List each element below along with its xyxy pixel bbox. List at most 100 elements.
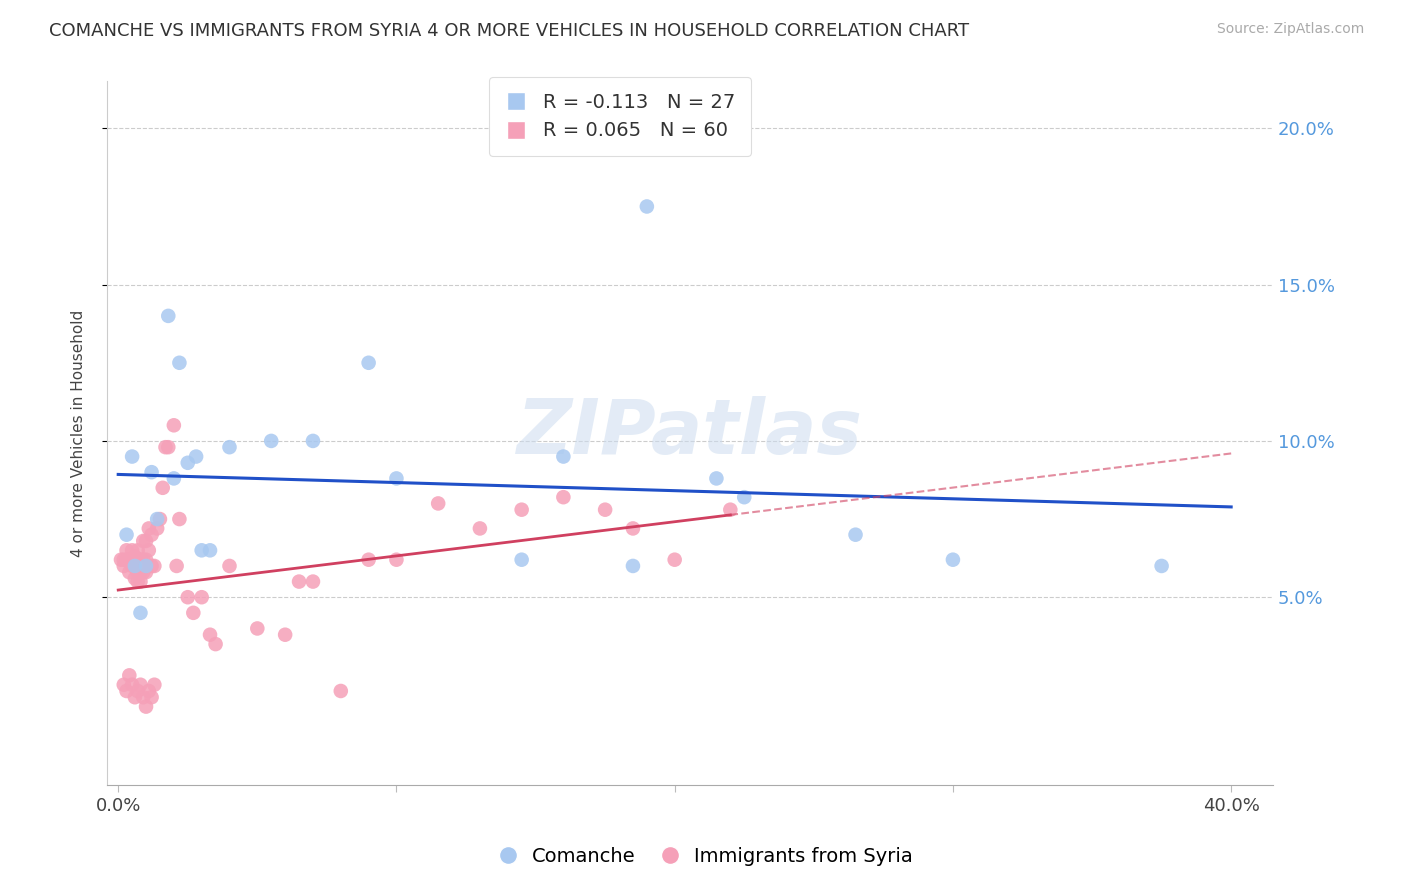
Point: [124, 558, 146, 573]
Point: [115, 543, 138, 558]
Point: [112, 552, 135, 566]
Point: [468, 521, 491, 535]
Point: [121, 552, 143, 566]
Point: [118, 565, 141, 579]
Point: [124, 558, 146, 573]
Point: [302, 434, 325, 448]
Point: [169, 356, 191, 370]
Point: [138, 543, 160, 558]
Point: [510, 552, 533, 566]
Point: [664, 552, 686, 566]
Text: Source: ZipAtlas.com: Source: ZipAtlas.com: [1216, 22, 1364, 37]
Point: [844, 527, 866, 541]
Point: [1150, 558, 1173, 573]
Point: [157, 440, 180, 454]
Point: [218, 558, 240, 573]
Point: [127, 574, 149, 589]
Point: [553, 490, 575, 504]
Point: [135, 699, 157, 714]
Point: [118, 552, 141, 566]
Point: [129, 606, 152, 620]
Point: [149, 512, 172, 526]
Point: [218, 440, 240, 454]
Point: [112, 558, 135, 573]
Point: [553, 450, 575, 464]
Point: [121, 678, 143, 692]
Point: [155, 440, 177, 454]
Point: [329, 684, 352, 698]
Point: [718, 502, 741, 516]
Point: [141, 527, 163, 541]
Point: [163, 418, 186, 433]
Point: [115, 527, 138, 541]
Point: [146, 521, 169, 535]
Point: [121, 450, 143, 464]
Point: [138, 521, 160, 535]
Point: [302, 574, 325, 589]
Point: [110, 552, 132, 566]
Point: [184, 450, 207, 464]
Point: [385, 552, 408, 566]
Point: [190, 543, 212, 558]
Y-axis label: 4 or more Vehicles in Household: 4 or more Vehicles in Household: [72, 310, 86, 557]
Point: [357, 552, 380, 566]
Point: [198, 543, 221, 558]
Point: [121, 558, 143, 573]
Text: ZIPatlas: ZIPatlas: [517, 396, 863, 470]
Point: [274, 628, 297, 642]
Point: [141, 558, 163, 573]
Point: [121, 543, 143, 558]
Point: [127, 552, 149, 566]
Point: [706, 471, 728, 485]
Point: [166, 558, 188, 573]
Point: [157, 309, 180, 323]
Point: [177, 591, 200, 605]
Point: [190, 591, 212, 605]
Point: [129, 565, 152, 579]
Point: [246, 622, 269, 636]
Point: [132, 533, 155, 548]
Point: [127, 565, 149, 579]
Point: [132, 690, 155, 705]
Point: [141, 465, 163, 479]
Point: [427, 496, 450, 510]
Point: [169, 512, 191, 526]
Point: [118, 668, 141, 682]
Point: [385, 471, 408, 485]
Legend: Comanche, Immigrants from Syria: Comanche, Immigrants from Syria: [485, 838, 921, 873]
Point: [124, 549, 146, 564]
Point: [143, 678, 166, 692]
Point: [177, 456, 200, 470]
Point: [135, 558, 157, 573]
Point: [132, 552, 155, 566]
Point: [143, 558, 166, 573]
Point: [129, 678, 152, 692]
Point: [593, 502, 616, 516]
Point: [124, 690, 146, 705]
Point: [124, 571, 146, 585]
Point: [115, 552, 138, 566]
Point: [942, 552, 965, 566]
Point: [288, 574, 311, 589]
Point: [621, 558, 644, 573]
Point: [135, 565, 157, 579]
Point: [132, 565, 155, 579]
Point: [163, 471, 186, 485]
Legend: R = -0.113   N = 27, R = 0.065   N = 60: R = -0.113 N = 27, R = 0.065 N = 60: [489, 77, 751, 156]
Point: [146, 512, 169, 526]
Point: [135, 552, 157, 566]
Point: [183, 606, 205, 620]
Point: [198, 628, 221, 642]
Point: [112, 678, 135, 692]
Text: COMANCHE VS IMMIGRANTS FROM SYRIA 4 OR MORE VEHICLES IN HOUSEHOLD CORRELATION CH: COMANCHE VS IMMIGRANTS FROM SYRIA 4 OR M…: [49, 22, 969, 40]
Point: [127, 684, 149, 698]
Point: [129, 574, 152, 589]
Point: [733, 490, 755, 504]
Point: [621, 521, 644, 535]
Point: [115, 684, 138, 698]
Point: [204, 637, 226, 651]
Point: [510, 502, 533, 516]
Point: [260, 434, 283, 448]
Point: [141, 690, 163, 705]
Point: [138, 684, 160, 698]
